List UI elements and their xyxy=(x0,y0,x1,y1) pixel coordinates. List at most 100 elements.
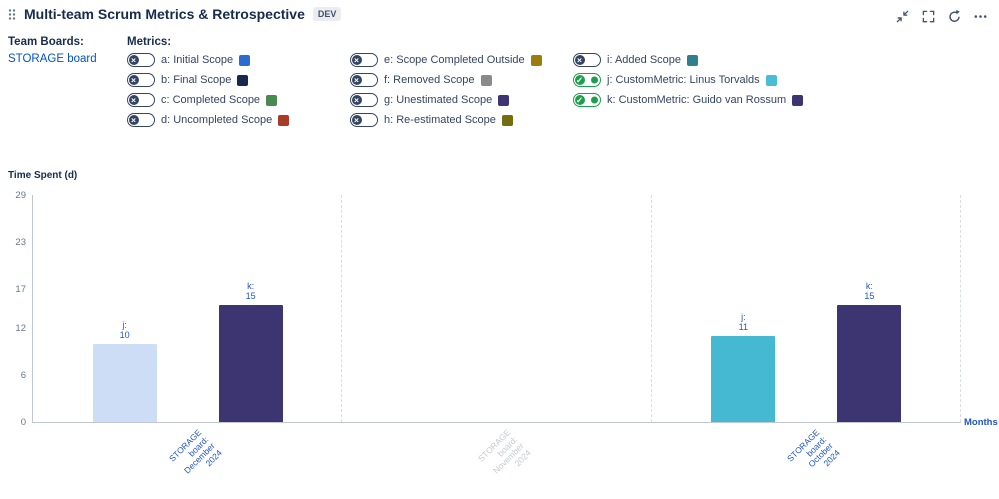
fullscreen-icon[interactable] xyxy=(920,8,937,25)
metric-toggle-g[interactable]: × xyxy=(350,93,378,107)
bar-k-group3[interactable] xyxy=(837,304,902,422)
metric-toggle-j[interactable]: ✓ xyxy=(573,73,601,87)
x-icon: × xyxy=(351,75,362,85)
bar-value-label: j: 11 xyxy=(738,311,748,332)
y-axis-title: Time Spent (d) xyxy=(8,170,78,181)
metric-row-g: × g: Unestimated Scope xyxy=(350,90,573,110)
metric-row-j: ✓ j: CustomMetric: Linus Torvalds xyxy=(573,70,796,90)
team-boards-label: Team Boards: xyxy=(8,36,84,48)
metric-toggle-h[interactable]: × xyxy=(350,113,378,127)
bar-value-label: k: 15 xyxy=(245,280,256,301)
gridline-vertical xyxy=(960,195,961,422)
team-boards-section: Team Boards: STORAGE board xyxy=(8,36,97,65)
metric-toggle-f[interactable]: × xyxy=(350,73,378,87)
metric-label: k: CustomMetric: Guido van Rossum xyxy=(607,94,787,106)
metric-row-c: × c: Completed Scope xyxy=(127,90,350,110)
metrics-column: × e: Scope Completed Outside × f: Removed S… xyxy=(350,50,573,130)
x-icon: × xyxy=(128,55,139,65)
metric-row-i: × i: Added Scope xyxy=(573,50,796,70)
metric-color-chip xyxy=(765,74,777,86)
gadget-toolbar xyxy=(894,8,989,25)
y-tick-label: 6 xyxy=(20,370,26,382)
x-axis-label: STORAGE board: October 2024 xyxy=(785,427,842,470)
gridline-vertical xyxy=(341,195,343,422)
metric-toggle-c[interactable]: × xyxy=(127,93,155,107)
metric-label: a: Initial Scope xyxy=(161,54,234,66)
metric-color-chip xyxy=(480,74,492,86)
metric-color-chip xyxy=(530,54,542,66)
metric-label: c: Completed Scope xyxy=(161,94,261,106)
metrics-section: Metrics: × a: Initial Scope × b: Final Scop… xyxy=(127,36,804,130)
metric-color-chip xyxy=(687,54,699,66)
gadget-title: Multi-team Scrum Metrics & Retrospective xyxy=(24,6,305,22)
x-axis-label: STORAGE board: November 2024 xyxy=(476,427,533,476)
metric-label: i: Added Scope xyxy=(607,54,682,66)
metric-row-b: × b: Final Scope xyxy=(127,70,350,90)
metric-toggle-i[interactable]: × xyxy=(573,53,601,67)
bar-j-group3[interactable] xyxy=(711,335,776,422)
x-icon: × xyxy=(351,55,362,65)
x-icon: × xyxy=(128,115,139,125)
metric-color-chip xyxy=(278,114,290,126)
check-icon: ✓ xyxy=(574,95,585,105)
y-tick-label: 12 xyxy=(15,323,26,335)
x-icon: × xyxy=(128,95,139,105)
metric-label: h: Re-estimated Scope xyxy=(384,114,496,126)
metric-color-chip xyxy=(498,94,510,106)
metrics-grid: × a: Initial Scope × b: Final Scope × c: Comp… xyxy=(127,50,804,130)
metric-label: b: Final Scope xyxy=(161,74,232,86)
metric-row-f: × f: Removed Scope xyxy=(350,70,573,90)
chart: Time Spent (d) j: 10 j: 11 k: 15 k: 15 Months 0… xyxy=(0,168,999,493)
metric-row-d: × d: Uncompleted Scope xyxy=(127,110,350,130)
metrics-label: Metrics: xyxy=(127,36,172,48)
more-icon[interactable] xyxy=(972,8,989,25)
y-tick-label: 23 xyxy=(15,236,26,248)
metric-row-e: × e: Scope Completed Outside xyxy=(350,50,573,70)
bar-k-group1[interactable] xyxy=(218,304,283,422)
bar-j-group1[interactable] xyxy=(92,343,157,422)
metric-row-h: × h: Re-estimated Scope xyxy=(350,110,573,130)
x-axis-label: STORAGE board: December 2024 xyxy=(166,427,224,476)
metric-color-chip xyxy=(237,74,249,86)
drag-handle-icon[interactable] xyxy=(8,8,16,21)
plot-area: j: 10 j: 11 k: 15 k: 15 xyxy=(32,195,961,423)
metric-color-chip xyxy=(501,114,513,126)
x-axis-title: Months xyxy=(964,417,998,428)
x-icon: × xyxy=(351,95,362,105)
x-icon: × xyxy=(574,55,585,65)
metric-label: j: CustomMetric: Linus Torvalds xyxy=(607,74,760,86)
gridline-vertical xyxy=(650,195,652,422)
metric-color-chip xyxy=(239,54,251,66)
metric-toggle-d[interactable]: × xyxy=(127,113,155,127)
x-icon: × xyxy=(128,75,139,85)
metric-color-chip xyxy=(792,94,804,106)
metric-toggle-a[interactable]: × xyxy=(127,53,155,67)
metric-label: e: Scope Completed Outside xyxy=(384,54,525,66)
metric-label: g: Unestimated Scope xyxy=(384,94,493,106)
toggle-knob xyxy=(591,96,598,104)
bar-value-label: k: 15 xyxy=(864,280,875,301)
x-icon: × xyxy=(351,115,362,125)
check-icon: ✓ xyxy=(574,75,585,85)
refresh-icon[interactable] xyxy=(946,8,963,25)
gadget-header: Multi-team Scrum Metrics & Retrospective… xyxy=(8,6,342,22)
metric-color-chip xyxy=(266,94,278,106)
metrics-column: × i: Added Scope ✓ j: CustomMetric: Linus T… xyxy=(573,50,804,130)
y-tick-label: 29 xyxy=(15,190,26,201)
metric-toggle-b[interactable]: × xyxy=(127,73,155,87)
metric-toggle-e[interactable]: × xyxy=(350,53,378,67)
metric-row-a: × a: Initial Scope xyxy=(127,50,350,70)
toggle-knob xyxy=(591,76,598,84)
y-tick-label: 0 xyxy=(20,417,26,428)
metric-toggle-k[interactable]: ✓ xyxy=(573,93,601,107)
metric-label: f: Removed Scope xyxy=(384,74,475,86)
metric-row-k: ✓ k: CustomMetric: Guido van Rossum xyxy=(573,90,804,110)
team-board-link[interactable]: STORAGE board xyxy=(8,53,97,65)
dev-badge: DEV xyxy=(312,7,342,21)
metrics-column: × a: Initial Scope × b: Final Scope × c: Comp… xyxy=(127,50,350,130)
bar-value-label: j: 10 xyxy=(119,319,130,340)
y-tick-label: 17 xyxy=(15,283,26,295)
collapse-icon[interactable] xyxy=(894,8,911,25)
metric-label: d: Uncompleted Scope xyxy=(161,114,273,126)
